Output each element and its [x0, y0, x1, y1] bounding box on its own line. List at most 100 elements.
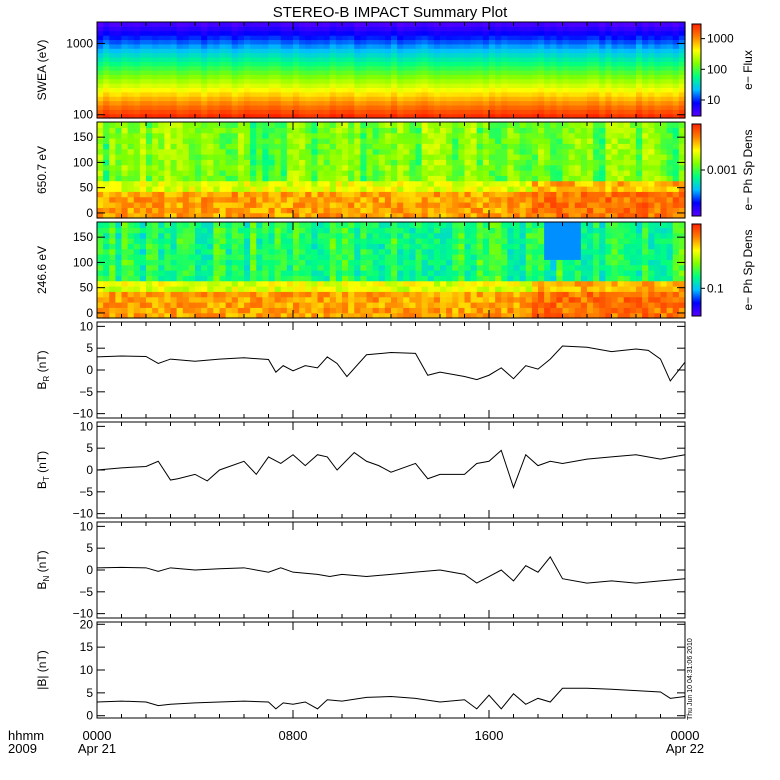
- heatmap-cell: [415, 78, 423, 84]
- heatmap-cell: [207, 312, 214, 319]
- heatmap-cell: [378, 159, 386, 166]
- heatmap-cell: [544, 113, 551, 119]
- heatmap-cell: [133, 113, 141, 119]
- heatmap-cell: [513, 52, 521, 58]
- heatmap-cell: [280, 22, 288, 27]
- heatmap-cell: [538, 48, 545, 54]
- heatmap-cell: [201, 238, 208, 244]
- heatmap-cell: [305, 212, 312, 219]
- heatmap-cell: [562, 56, 570, 62]
- heatmap-cell: [360, 170, 368, 176]
- heatmap-cell: [176, 132, 184, 139]
- heatmap-cell: [323, 254, 331, 260]
- heatmap-cell: [201, 291, 208, 298]
- heatmap-cell: [519, 39, 527, 45]
- heatmap-cell: [501, 104, 508, 110]
- heatmap-cell: [342, 302, 349, 308]
- colorbar-tick-label: 1000: [707, 32, 734, 46]
- heatmap-cell: [538, 61, 545, 67]
- heatmap-cell: [97, 248, 104, 255]
- heatmap-cell: [103, 291, 110, 298]
- heatmap-cell: [378, 264, 386, 271]
- heatmap-cell: [335, 26, 343, 32]
- heatmap-cell: [623, 196, 631, 203]
- heatmap-cell: [464, 87, 472, 93]
- heatmap-cell: [476, 100, 484, 106]
- heatmap-cell: [182, 65, 190, 71]
- heatmap-cell: [391, 191, 398, 198]
- heatmap-cell: [250, 280, 257, 287]
- heatmap-cell: [311, 22, 319, 27]
- heatmap-cell: [648, 61, 655, 67]
- heatmap-cell: [329, 26, 337, 32]
- heatmap-cell: [421, 296, 429, 303]
- heatmap-cell: [660, 148, 668, 155]
- heatmap-cell: [225, 259, 233, 266]
- heatmap-cell: [360, 100, 368, 106]
- heatmap-cell: [311, 196, 319, 203]
- heatmap-cell: [152, 61, 159, 67]
- heatmap-cell: [495, 207, 502, 214]
- heatmap-cell: [501, 191, 508, 198]
- heatmap-cell: [317, 100, 325, 106]
- heatmap-cell: [146, 254, 153, 260]
- heatmap-cell: [495, 39, 502, 45]
- heatmap-cell: [654, 26, 662, 32]
- heatmap-cell: [329, 104, 337, 110]
- heatmap-cell: [237, 207, 245, 214]
- heatmap-cell: [617, 113, 625, 119]
- heatmap-cell: [97, 56, 104, 62]
- heatmap-cell: [195, 254, 202, 260]
- heatmap-cell: [452, 312, 459, 319]
- heatmap-cell: [170, 232, 178, 239]
- heatmap-cell: [139, 243, 147, 250]
- heatmap-cell: [415, 243, 423, 250]
- heatmap-cell: [237, 175, 245, 182]
- heatmap-cell: [176, 30, 184, 36]
- heatmap-cell: [397, 35, 404, 41]
- heatmap-cell: [409, 70, 417, 75]
- heatmap-cell: [458, 196, 466, 203]
- heatmap-cell: [397, 87, 404, 93]
- heatmap-cell: [329, 91, 337, 97]
- heatmap-cell: [127, 196, 135, 203]
- heatmap-cell: [139, 254, 147, 260]
- heatmap-cell: [158, 61, 165, 67]
- heatmap-cell: [335, 104, 343, 110]
- heatmap-cell: [293, 191, 300, 198]
- heatmap-cell: [623, 127, 631, 134]
- heatmap-cell: [250, 96, 257, 102]
- heatmap-cell: [305, 207, 312, 214]
- heatmap-cell: [280, 296, 288, 303]
- heatmap-cell: [464, 74, 472, 80]
- heatmap-cell: [544, 35, 551, 41]
- heatmap-cell: [440, 100, 447, 106]
- heatmap-cell: [207, 254, 214, 260]
- heatmap-cell: [452, 227, 459, 234]
- heatmap-cell: [182, 280, 190, 287]
- heatmap-cell: [225, 270, 233, 276]
- heatmap-cell: [335, 222, 343, 228]
- heatmap-cell: [593, 127, 600, 134]
- heatmap-cell: [648, 65, 655, 71]
- heatmap-cell: [605, 148, 613, 155]
- heatmap-cell: [397, 91, 404, 97]
- heatmap-cell: [672, 164, 680, 171]
- heatmap-cell: [562, 74, 570, 80]
- heatmap-cell: [182, 91, 190, 97]
- heatmap-cell: [440, 148, 447, 155]
- heatmap-cell: [348, 143, 355, 150]
- heatmap-cell: [109, 286, 116, 292]
- heatmap-cell: [152, 22, 159, 27]
- heatmap-cell: [311, 56, 319, 62]
- heatmap-cell: [146, 280, 153, 287]
- heatmap-cell: [170, 275, 178, 282]
- heatmap-cell: [201, 170, 208, 176]
- heatmap-cell: [446, 254, 453, 260]
- heatmap-cell: [158, 186, 165, 192]
- heatmap-cell: [427, 30, 435, 36]
- heatmap-cell: [237, 91, 245, 97]
- heatmap-cell: [348, 65, 355, 71]
- y-tick-label: 50: [80, 181, 94, 195]
- heatmap-cell: [391, 122, 398, 128]
